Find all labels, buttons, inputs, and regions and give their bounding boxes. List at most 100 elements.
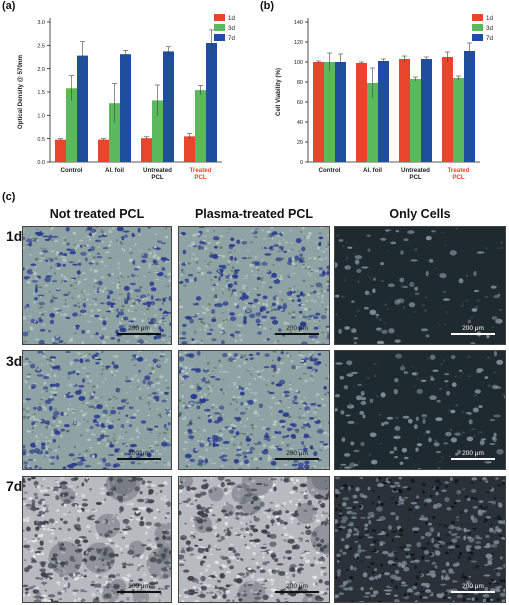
x-category-label: PCL [194,174,207,181]
micrograph-image [179,477,329,602]
scale-bar: 200 μm [117,583,161,593]
micrograph-3d-col2: 200 μm [178,350,330,470]
scale-bar-line [275,458,319,460]
y-tick-label: 0.5 [37,137,45,143]
bar-3d-3 [453,78,464,162]
bar-7d-3 [206,43,217,162]
column-header-only-cells: Only Cells [389,207,451,221]
x-category-label: PCL [452,174,465,181]
bar-3d-2 [152,100,163,162]
legend-label-1d: 1d [228,15,235,22]
x-category-label: Treated [447,167,469,174]
scale-bar-line [275,333,319,335]
legend-swatch-7d [472,34,483,41]
legend-swatch-7d [214,34,225,41]
legend-label-3d: 3d [228,25,235,32]
bar-7d-2 [421,59,432,162]
micrograph-image [179,227,329,344]
bar-7d-2 [163,51,174,162]
y-axis-label: Cell Viability (%) [275,68,282,116]
y-tick-label: 1.0 [37,114,45,120]
row-header-1d: 1d [6,228,23,244]
bar-1d-2 [141,138,152,162]
micrograph-3d-col3: 200 μm [334,350,506,470]
scale-bar-line [451,591,495,593]
micrograph-image [179,351,329,469]
scale-bar: 200 μm [275,583,319,593]
scale-bar-label: 200 μm [128,325,150,332]
legend-swatch-1d [214,14,225,21]
legend-label-7d: 7d [228,35,235,42]
bar-3d-0 [324,62,335,162]
scale-bar-line [451,458,495,460]
x-category-label: Control [319,167,341,174]
bar-7d-1 [120,54,131,163]
x-category-label: Al. foil [105,167,124,174]
legend-label-7d: 7d [486,35,493,42]
scale-bar: 200 μm [451,583,495,593]
micrograph-1d-col3: 200 μm [334,226,506,345]
y-tick-label: 20 [297,140,303,146]
micrograph-1d-col1: 200 μm [22,226,172,345]
scale-bar-label: 200 μm [128,450,150,457]
scale-bar-line [451,333,495,335]
bar-3d-1 [367,83,378,162]
x-category-label: Untreated [401,167,430,174]
micrograph-7d-col1: 200 μm [22,476,172,603]
bar-3d-0 [66,88,77,162]
legend-label-1d: 1d [486,15,493,22]
y-tick-label: 140 [294,20,303,26]
scale-bar: 200 μm [451,450,495,460]
scale-bar-label: 200 μm [462,450,484,457]
scale-bar-label: 200 μm [286,450,308,457]
bar-7d-0 [77,55,88,162]
y-tick-label: 2.5 [37,44,45,50]
scale-bar: 200 μm [451,325,495,335]
micrograph-image [335,477,505,602]
scale-bar-line [275,591,319,593]
bar-3d-3 [195,90,206,162]
scale-bar: 200 μm [117,450,161,460]
x-category-label: PCL [151,174,164,181]
row-header-3d: 3d [6,353,23,369]
optical-density-chart: 0.0 0.5 1.0 1.5 2.0 2.5 3.0 Optical Density @ 5… [17,14,235,181]
scale-bar-line [117,458,161,460]
scale-bar-label: 200 μm [286,583,308,590]
column-header-plasma-treated: Plasma-treated PCL [194,207,314,221]
bar-3d-1 [109,103,120,162]
micrograph-image [335,351,505,469]
bar-1d-2 [399,59,410,162]
y-axis-label: Optical Density @ 570nm [17,54,24,129]
y-tick-label: 120 [294,40,303,46]
x-category-label: Treated [189,167,211,174]
row-header-7d: 7d [6,478,23,494]
x-category-label: Al. foil [363,167,382,174]
y-tick-label: 100 [294,60,303,66]
panel-label-c: (c) [2,191,16,203]
bar-1d-1 [98,139,109,162]
micrograph-7d-col2: 200 μm [178,476,330,603]
y-tick-label: 0.0 [37,160,45,166]
bar-1d-1 [356,63,367,162]
scale-bar: 200 μm [275,325,319,335]
y-tick-label: 80 [297,80,303,86]
scale-bar-label: 200 μm [462,325,484,332]
scale-bar-label: 200 μm [286,325,308,332]
cell-viability-chart: 0 20 40 60 80 100 120 140 Cell Viability (%) Cont… [275,14,493,181]
scale-bar: 200 μm [275,450,319,460]
legend-label-3d: 3d [486,25,493,32]
y-tick-label: 0 [300,160,303,166]
micrograph-image [23,227,171,344]
bar-1d-0 [313,62,324,162]
legend-swatch-3d [214,24,225,31]
bar-7d-0 [335,62,346,162]
scale-bar-line [117,333,161,335]
y-tick-label: 3.0 [37,20,45,26]
legend-swatch-1d [472,14,483,21]
y-tick-label: 1.5 [37,90,45,96]
scale-bar-label: 200 μm [462,583,484,590]
bar-1d-3 [442,57,453,162]
bar-1d-3 [184,136,195,162]
scale-bar-line [117,591,161,593]
micrograph-7d-col3: 200 μm [334,476,506,603]
